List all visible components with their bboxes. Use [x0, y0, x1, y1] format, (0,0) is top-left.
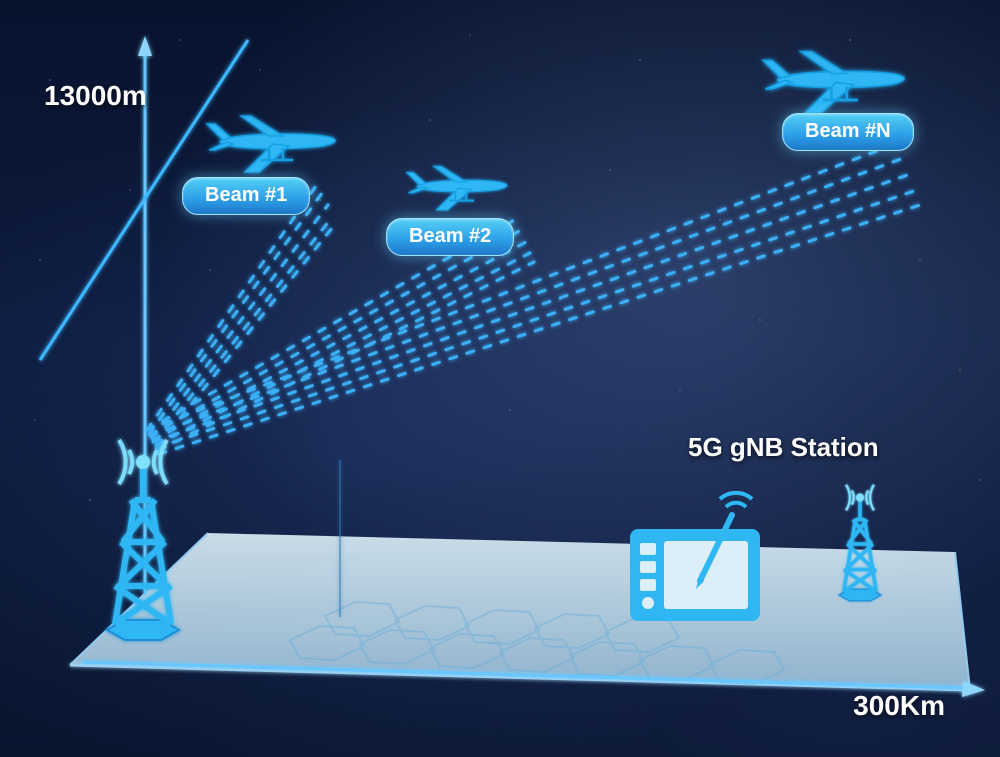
- plane-beam-1-icon: [207, 116, 335, 172]
- station-label: 5G gNB Station: [688, 432, 879, 463]
- tablet-icon: [630, 493, 760, 621]
- distance-label: 300Km: [853, 690, 945, 722]
- plane-beam-2-icon: [407, 166, 507, 210]
- beam-tag-1: Beam #1: [182, 177, 310, 215]
- altitude-label: 13000m: [44, 80, 147, 112]
- beam-tag-n: Beam #N: [782, 113, 914, 151]
- plane-beam-n-icon: [763, 52, 904, 114]
- beam-tag-2: Beam #2: [386, 218, 514, 256]
